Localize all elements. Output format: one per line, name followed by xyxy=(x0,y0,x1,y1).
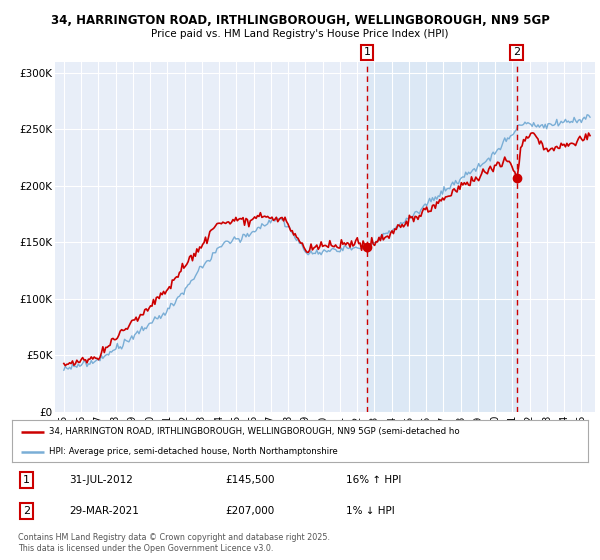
Text: 1: 1 xyxy=(23,475,30,486)
Text: Price paid vs. HM Land Registry's House Price Index (HPI): Price paid vs. HM Land Registry's House … xyxy=(151,29,449,39)
Text: HPI: Average price, semi-detached house, North Northamptonshire: HPI: Average price, semi-detached house,… xyxy=(49,447,338,456)
Text: 34, HARRINGTON ROAD, IRTHLINGBOROUGH, WELLINGBOROUGH, NN9 5GP (semi-detached ho: 34, HARRINGTON ROAD, IRTHLINGBOROUGH, WE… xyxy=(49,427,460,436)
Text: £207,000: £207,000 xyxy=(225,506,274,516)
Text: £145,500: £145,500 xyxy=(225,475,275,486)
Text: 16% ↑ HPI: 16% ↑ HPI xyxy=(346,475,401,486)
Text: 34, HARRINGTON ROAD, IRTHLINGBOROUGH, WELLINGBOROUGH, NN9 5GP: 34, HARRINGTON ROAD, IRTHLINGBOROUGH, WE… xyxy=(50,14,550,27)
Text: Contains HM Land Registry data © Crown copyright and database right 2025.
This d: Contains HM Land Registry data © Crown c… xyxy=(18,533,330,553)
Text: 29-MAR-2021: 29-MAR-2021 xyxy=(70,506,139,516)
Text: 2: 2 xyxy=(513,48,520,58)
Text: 1: 1 xyxy=(364,48,371,58)
Text: 1% ↓ HPI: 1% ↓ HPI xyxy=(346,506,395,516)
Text: 2: 2 xyxy=(23,506,30,516)
Bar xyxy=(367,62,517,412)
Text: 31-JUL-2012: 31-JUL-2012 xyxy=(70,475,133,486)
